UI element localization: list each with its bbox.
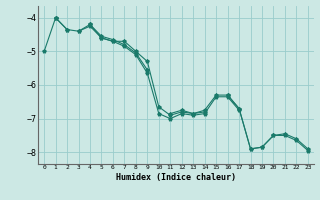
X-axis label: Humidex (Indice chaleur): Humidex (Indice chaleur) (116, 173, 236, 182)
